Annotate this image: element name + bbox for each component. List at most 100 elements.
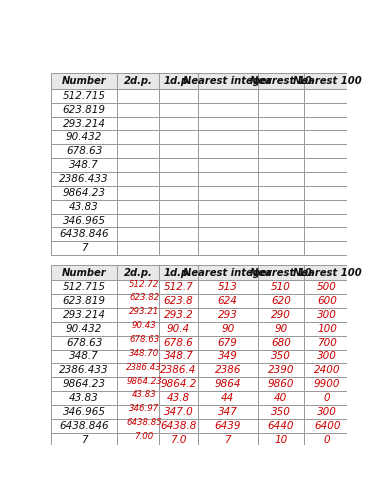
- Bar: [198, 377, 258, 391]
- Bar: [117, 172, 159, 186]
- Bar: [258, 364, 304, 377]
- Bar: [117, 214, 159, 228]
- Bar: [198, 89, 258, 102]
- Text: 43.83: 43.83: [69, 393, 99, 403]
- Text: 90.43: 90.43: [132, 321, 157, 330]
- Text: 350: 350: [271, 407, 291, 417]
- Text: 9864: 9864: [215, 379, 241, 389]
- Bar: [159, 280, 198, 294]
- Bar: [304, 130, 350, 144]
- Bar: [304, 336, 350, 349]
- Text: 6439: 6439: [215, 420, 241, 430]
- Bar: [51, 74, 117, 89]
- Text: 293.214: 293.214: [63, 118, 106, 128]
- Text: 90: 90: [274, 324, 288, 334]
- Bar: [117, 405, 159, 419]
- Bar: [117, 308, 159, 322]
- Text: 90: 90: [221, 324, 234, 334]
- Text: 348.7: 348.7: [164, 352, 193, 362]
- Bar: [258, 265, 304, 280]
- Bar: [159, 242, 198, 255]
- Bar: [117, 419, 159, 432]
- Text: 678.6: 678.6: [164, 338, 193, 347]
- Bar: [304, 377, 350, 391]
- Bar: [304, 294, 350, 308]
- Text: 512.715: 512.715: [63, 282, 106, 292]
- Bar: [51, 322, 117, 336]
- Text: 1d.p.: 1d.p.: [164, 76, 193, 86]
- Bar: [198, 265, 258, 280]
- Bar: [51, 214, 117, 228]
- Text: 679: 679: [218, 338, 238, 347]
- Bar: [258, 308, 304, 322]
- Text: 293: 293: [218, 310, 238, 320]
- Bar: [198, 419, 258, 432]
- Bar: [159, 89, 198, 102]
- Bar: [198, 364, 258, 377]
- Text: 293.21: 293.21: [129, 308, 159, 316]
- Text: 2390: 2390: [267, 366, 294, 376]
- Bar: [198, 350, 258, 364]
- Text: 7: 7: [224, 434, 231, 444]
- Text: 678.63: 678.63: [66, 146, 102, 156]
- Bar: [117, 186, 159, 200]
- Bar: [159, 405, 198, 419]
- Bar: [51, 89, 117, 102]
- Text: Nearest 10: Nearest 10: [250, 268, 312, 278]
- Bar: [117, 242, 159, 255]
- Bar: [258, 172, 304, 186]
- Text: 6440: 6440: [267, 420, 294, 430]
- Text: 620: 620: [271, 296, 291, 306]
- Bar: [159, 172, 198, 186]
- Bar: [304, 350, 350, 364]
- Bar: [304, 364, 350, 377]
- Bar: [258, 74, 304, 89]
- Text: 6438.846: 6438.846: [59, 230, 109, 239]
- Bar: [159, 419, 198, 432]
- Bar: [304, 186, 350, 200]
- Text: 6438.85: 6438.85: [126, 418, 162, 427]
- Bar: [117, 89, 159, 102]
- Text: Number: Number: [62, 76, 107, 86]
- Bar: [304, 242, 350, 255]
- Bar: [117, 280, 159, 294]
- Bar: [198, 228, 258, 241]
- Text: 300: 300: [317, 352, 337, 362]
- Bar: [51, 200, 117, 213]
- Text: 43.8: 43.8: [167, 393, 190, 403]
- Bar: [159, 364, 198, 377]
- Bar: [198, 102, 258, 117]
- Text: 0: 0: [324, 434, 330, 444]
- Bar: [258, 377, 304, 391]
- Bar: [117, 130, 159, 144]
- Text: Nearest integer: Nearest integer: [183, 268, 272, 278]
- Bar: [51, 158, 117, 172]
- Bar: [117, 294, 159, 308]
- Bar: [304, 158, 350, 172]
- Bar: [117, 116, 159, 130]
- Text: 9864.23: 9864.23: [63, 379, 106, 389]
- Text: Nearest 100: Nearest 100: [293, 76, 362, 86]
- Bar: [159, 186, 198, 200]
- Bar: [198, 172, 258, 186]
- Bar: [198, 308, 258, 322]
- Text: 678.63: 678.63: [66, 338, 102, 347]
- Bar: [198, 391, 258, 405]
- Text: 2386: 2386: [215, 366, 241, 376]
- Bar: [198, 74, 258, 89]
- Text: 6438.846: 6438.846: [59, 420, 109, 430]
- Bar: [51, 432, 117, 446]
- Bar: [159, 391, 198, 405]
- Text: 0: 0: [324, 393, 330, 403]
- Bar: [304, 391, 350, 405]
- Bar: [51, 377, 117, 391]
- Bar: [159, 158, 198, 172]
- Text: 680: 680: [271, 338, 291, 347]
- Text: 2386.433: 2386.433: [59, 366, 109, 376]
- Bar: [198, 294, 258, 308]
- Bar: [51, 308, 117, 322]
- Bar: [304, 172, 350, 186]
- Bar: [198, 336, 258, 349]
- Bar: [159, 265, 198, 280]
- Text: 290: 290: [271, 310, 291, 320]
